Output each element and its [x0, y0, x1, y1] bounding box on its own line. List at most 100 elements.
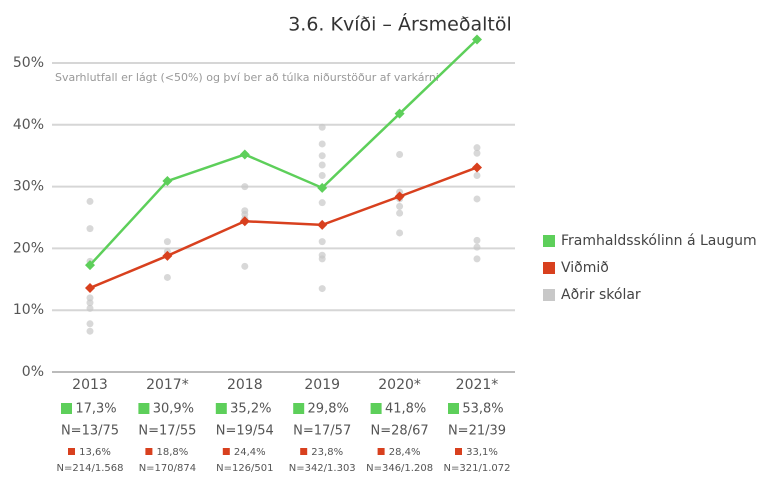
point-marker — [394, 108, 405, 119]
n-label: N=19/54 — [216, 424, 274, 439]
other-school-dot — [396, 202, 404, 210]
x-tick-label: 2020* — [378, 377, 421, 393]
y-tick-label: 50% — [13, 55, 44, 71]
legend-swatch — [377, 448, 385, 455]
other-school-dot — [473, 243, 481, 251]
value-label: 17,3% — [75, 402, 116, 417]
other-school-dot — [241, 183, 249, 191]
other-school-dot — [86, 225, 94, 233]
other-school-dot — [86, 299, 94, 307]
value-label: 30,9% — [153, 402, 194, 417]
other-school-dot — [396, 209, 404, 217]
value-label: 29,8% — [308, 402, 349, 417]
value-label: 41,8% — [385, 402, 426, 417]
other-school-dot — [396, 229, 404, 237]
other-school-dot — [318, 171, 326, 179]
point-marker — [162, 176, 173, 187]
y-tick-label: 10% — [13, 302, 44, 318]
value-label: 35,2% — [230, 402, 271, 417]
legend-swatch — [215, 403, 227, 414]
other-school-dot — [86, 320, 94, 328]
legend-swatch — [68, 448, 75, 455]
legend-label: Viðmið — [561, 260, 609, 276]
x-tick-label: 2021* — [456, 377, 499, 393]
x-tick-label: 2017* — [146, 377, 189, 393]
series-line — [89, 166, 478, 290]
n-label: N=17/57 — [293, 424, 351, 439]
legend-swatch — [138, 403, 150, 414]
other-school-dot — [396, 150, 404, 158]
n-label: N=126/501 — [216, 463, 273, 474]
value-label: 28,4% — [389, 447, 421, 458]
series-line — [89, 38, 478, 266]
point-marker — [472, 162, 482, 173]
other-school-dot — [473, 144, 481, 152]
other-school-dot — [318, 238, 326, 246]
point-marker — [317, 182, 328, 193]
point-marker — [85, 282, 95, 293]
x-tick-label: 2018 — [227, 377, 263, 393]
x-tick-label: 2019 — [304, 377, 340, 393]
value-label: 18,8% — [157, 447, 189, 458]
chart-title: 3.6. Kvíði – Ársmeðaltöl — [288, 13, 512, 36]
legend-swatch — [145, 448, 153, 455]
value-label: 53,8% — [462, 402, 503, 417]
other-school-dot — [163, 273, 171, 281]
value-label: 24,4% — [234, 447, 266, 458]
other-school-dot — [318, 161, 326, 169]
other-school-dot — [86, 327, 94, 335]
legend-swatch — [222, 448, 230, 455]
other-school-dot — [318, 140, 326, 148]
other-school-dot — [473, 236, 481, 244]
n-label: N=170/874 — [139, 463, 196, 474]
other-school-dot — [86, 304, 94, 312]
other-school-dot — [473, 255, 481, 263]
value-label: 33,1% — [466, 447, 498, 458]
point-marker — [394, 191, 405, 202]
other-school-dot — [318, 199, 326, 207]
point-marker — [239, 216, 250, 227]
legend-swatch — [448, 403, 459, 414]
annotation: Svarhlutfall er lágt (<50%) og því ber a… — [55, 71, 439, 84]
legend-swatch — [61, 403, 72, 414]
y-tick-label: 20% — [13, 240, 44, 256]
other-school-dot — [318, 285, 326, 293]
point-marker — [239, 149, 250, 160]
y-tick-label: 40% — [13, 117, 44, 133]
legend-swatch — [543, 235, 555, 247]
n-label: N=321/1.072 — [444, 463, 511, 474]
n-label: N=21/39 — [448, 424, 506, 439]
other-school-dot — [318, 255, 326, 263]
legend-label: Aðrir skólar — [561, 287, 641, 303]
value-label: 23,8% — [311, 447, 343, 458]
other-school-dot — [86, 197, 94, 205]
legend-swatch — [543, 289, 555, 301]
legend-swatch — [543, 262, 555, 274]
other-school-dot — [473, 171, 481, 179]
n-label: N=13/75 — [61, 424, 119, 439]
other-school-dot — [163, 238, 171, 246]
y-tick-label: 0% — [22, 364, 44, 380]
other-school-dot — [318, 123, 326, 131]
legend-swatch — [300, 448, 308, 455]
n-label: N=17/55 — [138, 424, 196, 439]
other-school-dot — [473, 149, 481, 157]
other-school-dot — [473, 195, 481, 203]
legend-swatch — [370, 403, 382, 414]
n-label: N=214/1.568 — [57, 463, 124, 474]
point-marker — [317, 219, 328, 230]
point-marker — [472, 34, 482, 45]
point-marker — [162, 250, 173, 261]
legend-label: Framhaldsskólinn á Laugum — [561, 233, 757, 249]
n-label: N=346/1.208 — [366, 463, 433, 474]
legend-swatch — [455, 448, 462, 455]
n-label: N=28/67 — [371, 424, 429, 439]
other-school-dot — [318, 152, 326, 160]
legend-swatch — [293, 403, 305, 414]
other-school-dot — [241, 262, 249, 270]
point-marker — [85, 260, 95, 271]
x-tick-label: 2013 — [72, 377, 108, 393]
other-school-dot — [86, 294, 94, 302]
value-label: 13,6% — [79, 447, 111, 458]
